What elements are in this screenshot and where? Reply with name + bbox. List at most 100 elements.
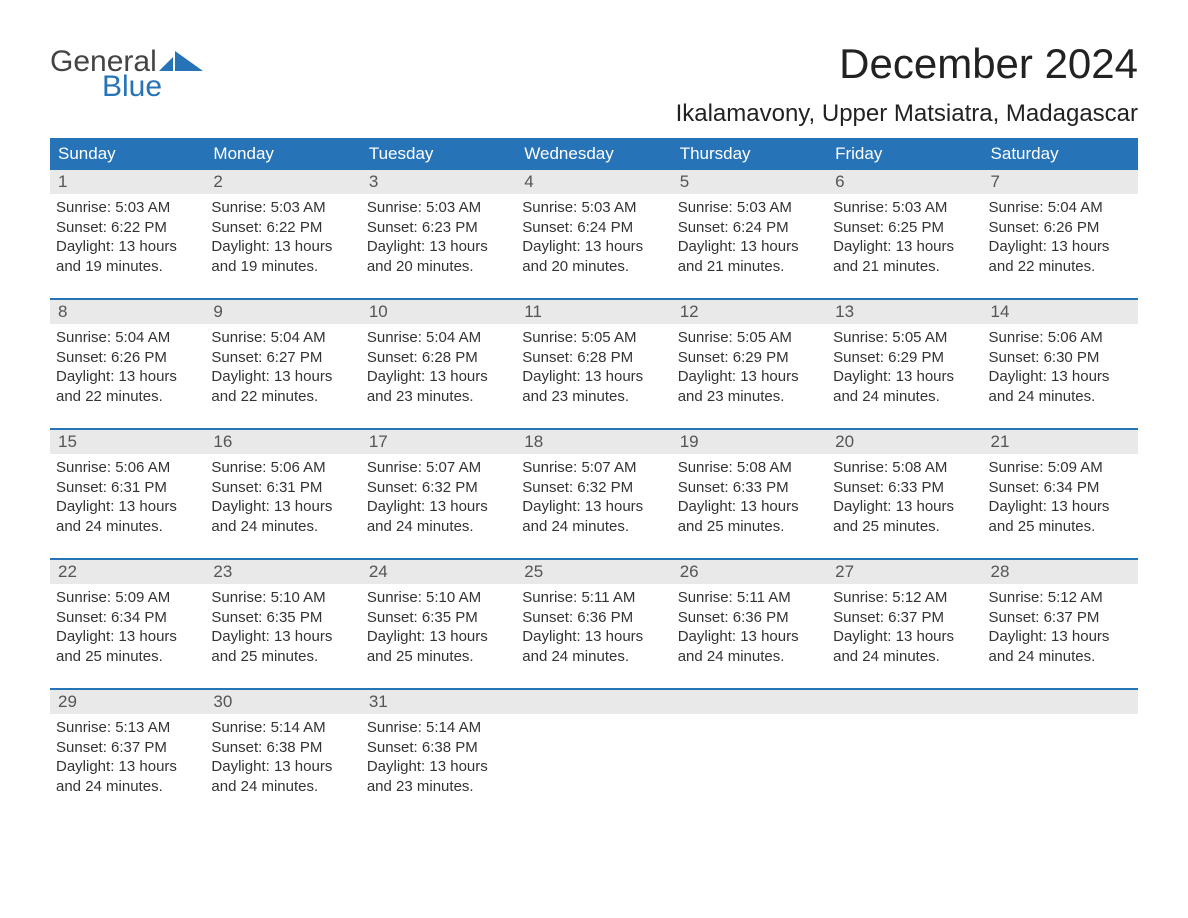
day-sunset: Sunset: 6:37 PM — [989, 608, 1132, 628]
day-cell: 2Sunrise: 5:03 AMSunset: 6:22 PMDaylight… — [205, 170, 360, 298]
day-sunset: Sunset: 6:26 PM — [989, 218, 1132, 238]
day-cell — [672, 690, 827, 818]
day-sunrise: Sunrise: 5:06 AM — [211, 458, 354, 478]
day-d2: and 23 minutes. — [367, 387, 510, 407]
day-d1: Daylight: 13 hours — [678, 237, 821, 257]
day-cell: 28Sunrise: 5:12 AMSunset: 6:37 PMDayligh… — [983, 560, 1138, 688]
day-cell: 9Sunrise: 5:04 AMSunset: 6:27 PMDaylight… — [205, 300, 360, 428]
day-number: 26 — [672, 560, 827, 584]
day-d1: Daylight: 13 hours — [522, 367, 665, 387]
day-d2: and 24 minutes. — [56, 777, 199, 797]
day-sunrise: Sunrise: 5:04 AM — [211, 328, 354, 348]
day-number: 28 — [983, 560, 1138, 584]
day-header-sun: Sunday — [50, 138, 205, 170]
day-cell — [827, 690, 982, 818]
day-cell: 24Sunrise: 5:10 AMSunset: 6:35 PMDayligh… — [361, 560, 516, 688]
day-cell: 12Sunrise: 5:05 AMSunset: 6:29 PMDayligh… — [672, 300, 827, 428]
day-sunset: Sunset: 6:33 PM — [678, 478, 821, 498]
day-d1: Daylight: 13 hours — [522, 497, 665, 517]
day-d1: Daylight: 13 hours — [833, 237, 976, 257]
day-d1: Daylight: 13 hours — [56, 757, 199, 777]
day-d1: Daylight: 13 hours — [367, 367, 510, 387]
day-number: 31 — [361, 690, 516, 714]
day-cell: 17Sunrise: 5:07 AMSunset: 6:32 PMDayligh… — [361, 430, 516, 558]
day-cell: 11Sunrise: 5:05 AMSunset: 6:28 PMDayligh… — [516, 300, 671, 428]
day-sunrise: Sunrise: 5:07 AM — [367, 458, 510, 478]
day-sunrise: Sunrise: 5:14 AM — [211, 718, 354, 738]
day-number: 18 — [516, 430, 671, 454]
day-cell: 21Sunrise: 5:09 AMSunset: 6:34 PMDayligh… — [983, 430, 1138, 558]
day-sunset: Sunset: 6:29 PM — [833, 348, 976, 368]
day-sunset: Sunset: 6:37 PM — [56, 738, 199, 758]
day-sunset: Sunset: 6:35 PM — [367, 608, 510, 628]
day-sunset: Sunset: 6:22 PM — [56, 218, 199, 238]
day-d1: Daylight: 13 hours — [56, 497, 199, 517]
day-sunrise: Sunrise: 5:12 AM — [989, 588, 1132, 608]
day-sunrise: Sunrise: 5:05 AM — [678, 328, 821, 348]
day-cell: 19Sunrise: 5:08 AMSunset: 6:33 PMDayligh… — [672, 430, 827, 558]
day-d2: and 24 minutes. — [833, 647, 976, 667]
day-sunrise: Sunrise: 5:04 AM — [56, 328, 199, 348]
day-d1: Daylight: 13 hours — [56, 627, 199, 647]
day-sunrise: Sunrise: 5:14 AM — [367, 718, 510, 738]
day-number: 17 — [361, 430, 516, 454]
day-sunset: Sunset: 6:37 PM — [833, 608, 976, 628]
week-row: 29Sunrise: 5:13 AMSunset: 6:37 PMDayligh… — [50, 688, 1138, 818]
day-cell: 20Sunrise: 5:08 AMSunset: 6:33 PMDayligh… — [827, 430, 982, 558]
day-cell: 6Sunrise: 5:03 AMSunset: 6:25 PMDaylight… — [827, 170, 982, 298]
day-d1: Daylight: 13 hours — [989, 497, 1132, 517]
brand-word2: Blue — [102, 73, 203, 100]
week-row: 8Sunrise: 5:04 AMSunset: 6:26 PMDaylight… — [50, 298, 1138, 428]
day-d2: and 24 minutes. — [367, 517, 510, 537]
month-title: December 2024 — [676, 40, 1138, 88]
day-header-row: Sunday Monday Tuesday Wednesday Thursday… — [50, 138, 1138, 170]
day-number: 6 — [827, 170, 982, 194]
day-header-mon: Monday — [205, 138, 360, 170]
day-d1: Daylight: 13 hours — [367, 757, 510, 777]
day-number: 25 — [516, 560, 671, 584]
day-d2: and 25 minutes. — [56, 647, 199, 667]
day-d1: Daylight: 13 hours — [522, 627, 665, 647]
day-sunset: Sunset: 6:23 PM — [367, 218, 510, 238]
day-d2: and 24 minutes. — [678, 647, 821, 667]
day-sunset: Sunset: 6:38 PM — [211, 738, 354, 758]
day-d1: Daylight: 13 hours — [678, 367, 821, 387]
day-number: 2 — [205, 170, 360, 194]
day-cell: 14Sunrise: 5:06 AMSunset: 6:30 PMDayligh… — [983, 300, 1138, 428]
day-number: 23 — [205, 560, 360, 584]
day-d2: and 20 minutes. — [522, 257, 665, 277]
day-sunrise: Sunrise: 5:05 AM — [833, 328, 976, 348]
day-d1: Daylight: 13 hours — [56, 237, 199, 257]
day-d2: and 24 minutes. — [522, 647, 665, 667]
day-number — [672, 690, 827, 714]
day-number: 15 — [50, 430, 205, 454]
day-sunset: Sunset: 6:22 PM — [211, 218, 354, 238]
day-sunrise: Sunrise: 5:06 AM — [989, 328, 1132, 348]
day-d1: Daylight: 13 hours — [989, 367, 1132, 387]
day-number: 27 — [827, 560, 982, 584]
day-header-wed: Wednesday — [516, 138, 671, 170]
day-d1: Daylight: 13 hours — [367, 497, 510, 517]
day-d1: Daylight: 13 hours — [367, 237, 510, 257]
day-d1: Daylight: 13 hours — [522, 237, 665, 257]
day-sunrise: Sunrise: 5:05 AM — [522, 328, 665, 348]
day-cell: 16Sunrise: 5:06 AMSunset: 6:31 PMDayligh… — [205, 430, 360, 558]
day-number: 22 — [50, 560, 205, 584]
day-sunset: Sunset: 6:26 PM — [56, 348, 199, 368]
day-sunset: Sunset: 6:25 PM — [833, 218, 976, 238]
day-sunrise: Sunrise: 5:12 AM — [833, 588, 976, 608]
day-sunrise: Sunrise: 5:08 AM — [833, 458, 976, 478]
day-number: 7 — [983, 170, 1138, 194]
week-row: 22Sunrise: 5:09 AMSunset: 6:34 PMDayligh… — [50, 558, 1138, 688]
week-row: 15Sunrise: 5:06 AMSunset: 6:31 PMDayligh… — [50, 428, 1138, 558]
day-header-fri: Friday — [827, 138, 982, 170]
day-number: 14 — [983, 300, 1138, 324]
day-number: 24 — [361, 560, 516, 584]
calendar: Sunday Monday Tuesday Wednesday Thursday… — [50, 138, 1138, 818]
day-d2: and 23 minutes. — [367, 777, 510, 797]
day-number — [827, 690, 982, 714]
day-d1: Daylight: 13 hours — [833, 627, 976, 647]
day-number: 10 — [361, 300, 516, 324]
day-sunrise: Sunrise: 5:06 AM — [56, 458, 199, 478]
weeks-container: 1Sunrise: 5:03 AMSunset: 6:22 PMDaylight… — [50, 170, 1138, 818]
